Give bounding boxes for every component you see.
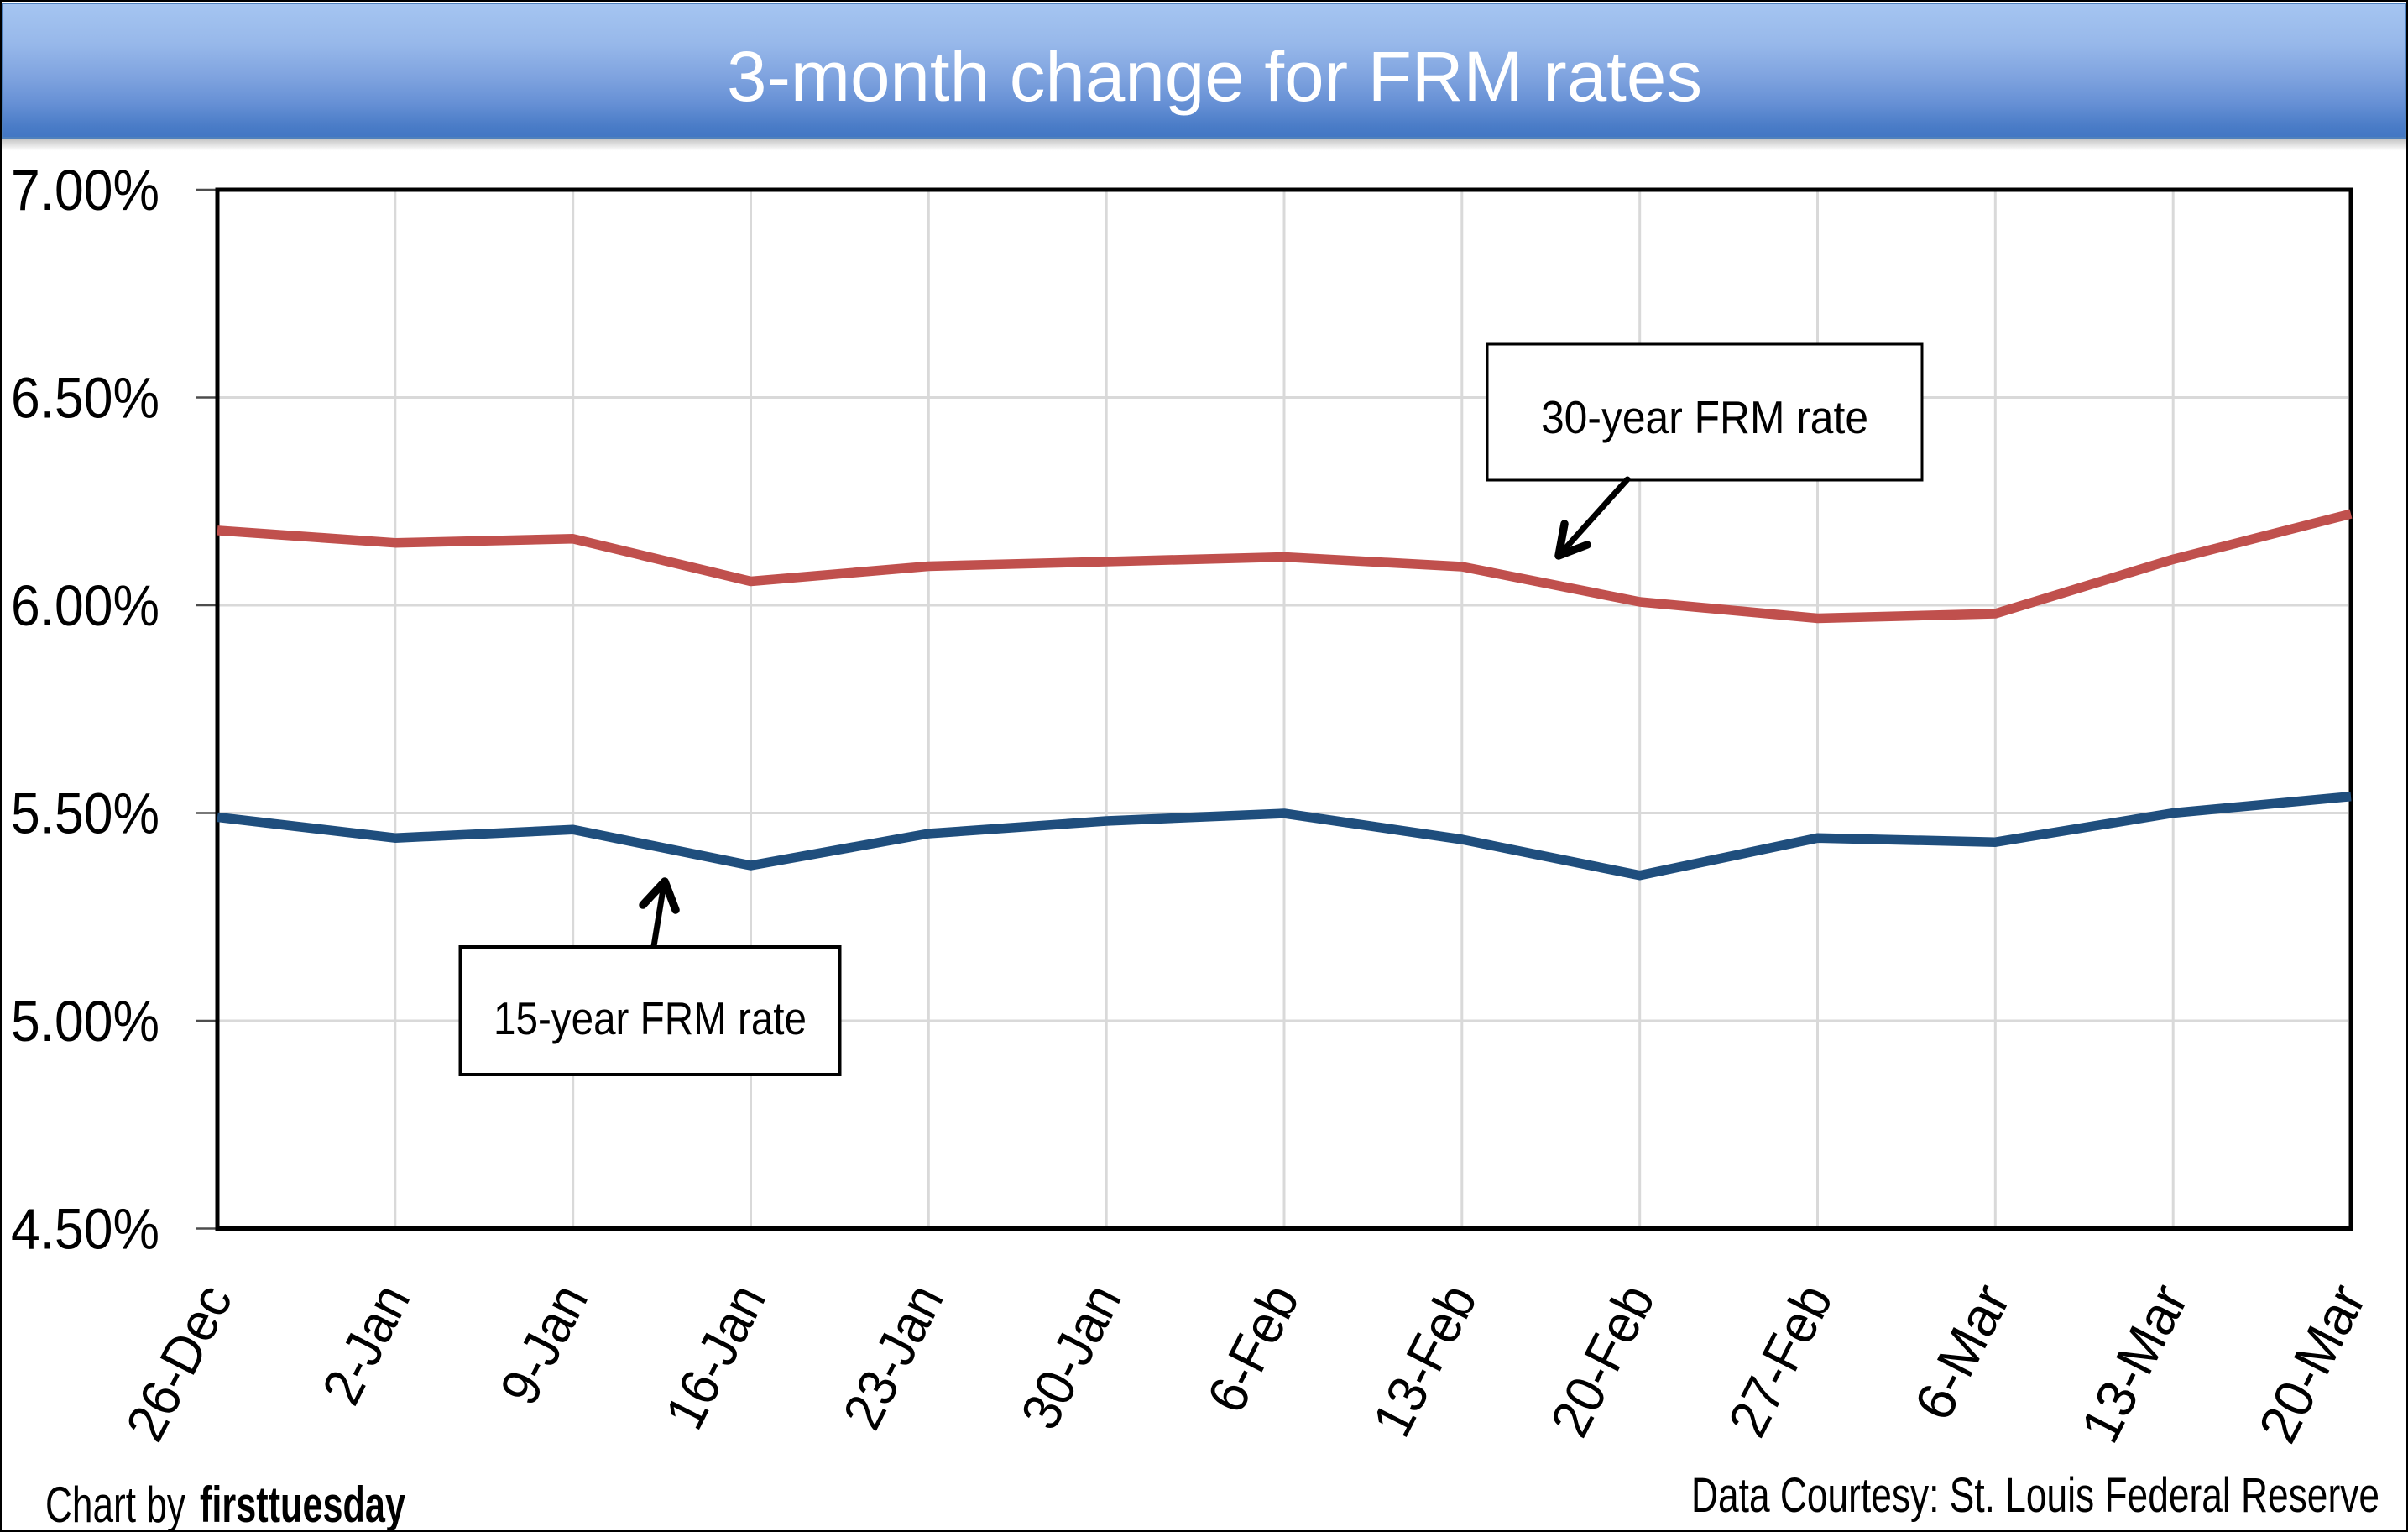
svg-text:5.50%: 5.50%: [11, 782, 159, 846]
svg-text:16-Jan: 16-Jan: [653, 1274, 777, 1438]
svg-text:6.00%: 6.00%: [11, 573, 159, 638]
svg-text:4.50%: 4.50%: [11, 1197, 159, 1262]
svg-text:13-Mar: 13-Mar: [2069, 1274, 2200, 1451]
svg-text:26-Dec: 26-Dec: [114, 1274, 244, 1451]
svg-text:30-Jan: 30-Jan: [1009, 1274, 1133, 1438]
svg-text:Data Courtesy: St. Louis Feder: Data Courtesy: St. Louis Federal Reserve: [1691, 1468, 2379, 1523]
svg-text:15-year FRM rate: 15-year FRM rate: [494, 992, 807, 1044]
svg-text:Chart by: Chart by: [45, 1477, 185, 1532]
svg-text:27-Feb: 27-Feb: [1716, 1274, 1844, 1446]
svg-text:3-month change for FRM rates: 3-month change for FRM rates: [727, 37, 1702, 116]
svg-text:30-year FRM rate: 30-year FRM rate: [1541, 391, 1868, 443]
svg-text:20-Mar: 20-Mar: [2247, 1274, 2378, 1451]
svg-text:firsttuesday: firsttuesday: [200, 1477, 405, 1532]
svg-text:9-Jan: 9-Jan: [488, 1274, 599, 1414]
svg-text:6-Feb: 6-Feb: [1195, 1274, 1311, 1422]
svg-text:7.00%: 7.00%: [11, 158, 159, 222]
svg-text:23-Jan: 23-Jan: [831, 1274, 955, 1438]
svg-text:13-Feb: 13-Feb: [1361, 1274, 1488, 1446]
svg-text:20-Feb: 20-Feb: [1538, 1274, 1666, 1446]
svg-text:6.50%: 6.50%: [11, 366, 159, 431]
svg-text:6-Mar: 6-Mar: [1903, 1274, 2022, 1430]
svg-text:5.00%: 5.00%: [11, 989, 159, 1054]
svg-text:2-Jan: 2-Jan: [311, 1274, 422, 1414]
